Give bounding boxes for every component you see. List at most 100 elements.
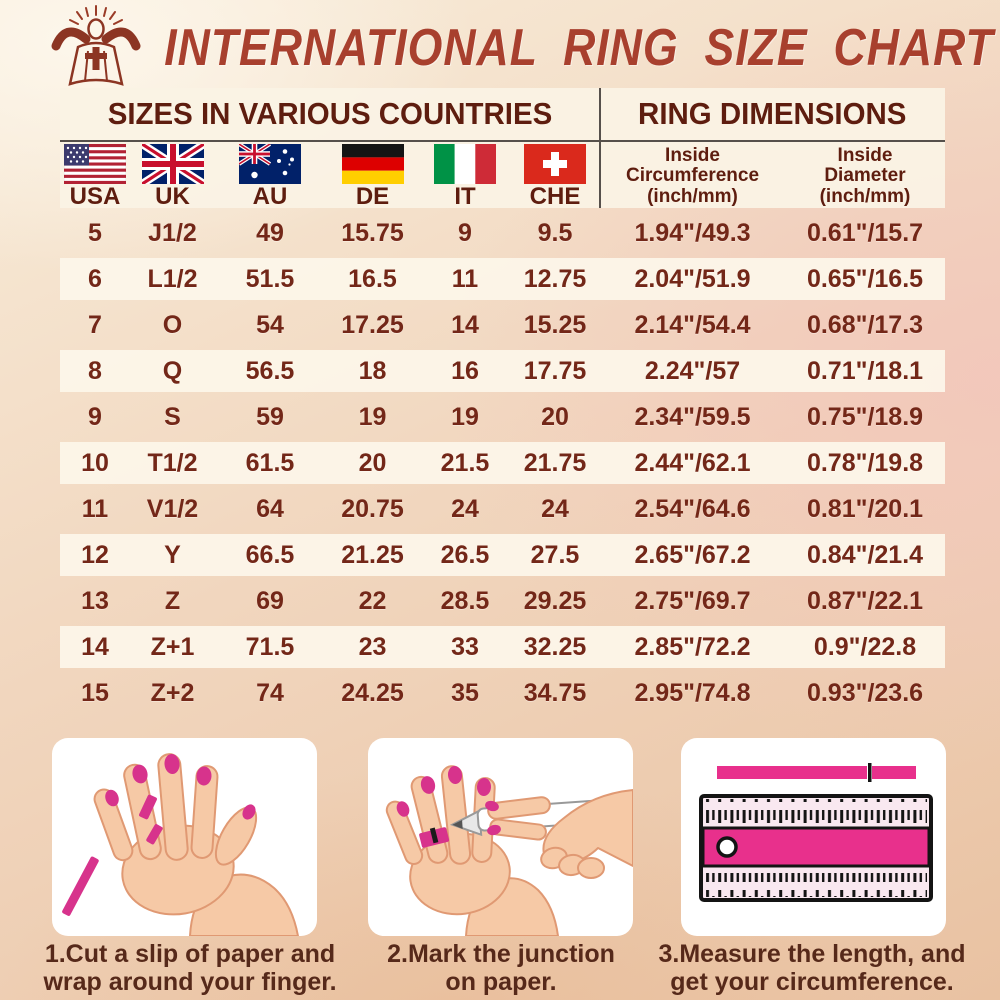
table-row: 7 O 54 17.25 14 15.25 2.14"/54.4 0.68"/17.3 [60, 304, 945, 346]
table-cell: V1/2 [146, 494, 199, 523]
table-cell: 32.25 [523, 632, 587, 661]
table-cell: 14 [81, 632, 109, 661]
table-row: 8 Q 56.5 18 16 17.75 2.24"/57 0.71"/18.1 [60, 350, 945, 392]
table-row: 6 L1/2 51.5 16.5 11 12.75 2.04"/51.9 0.65"/16.5 [60, 258, 945, 300]
column-de: DE [325, 144, 420, 209]
table-cell: 6 [88, 264, 102, 293]
instruction-caption-2: 2.Mark the junction on paper. [387, 940, 615, 996]
table-cell: 2.54"/64.6 [634, 494, 751, 523]
australia-flag-icon [239, 144, 301, 184]
instruction-panel-1 [52, 738, 317, 936]
table-cell: 13 [81, 586, 109, 615]
table-header: SIZES IN VARIOUS COUNTRIES RING DIMENSIO… [60, 88, 945, 210]
table-cell: 24.25 [341, 678, 404, 707]
table-cell: 9.5 [537, 218, 573, 247]
column-uk: UK [130, 144, 215, 209]
table-row: 12 Y 66.5 21.25 26.5 27.5 2.65"/67.2 0.84"/21.4 [60, 534, 945, 576]
country-code-uk: UK [155, 183, 190, 210]
table-cell: 2.24"/57 [644, 356, 741, 385]
country-code-usa: USA [69, 183, 121, 210]
table-cell: 17.75 [523, 356, 587, 385]
table-cell: 19 [451, 402, 479, 431]
table-row: 5 J1/2 49 15.75 9 9.5 1.94"/49.3 0.61"/15.7 [60, 212, 945, 254]
column-inside-circumference: Inside Circumference (inch/mm) [625, 144, 760, 207]
table-cell: Y [164, 540, 181, 569]
table-cell: T1/2 [147, 448, 198, 477]
table-cell: Z+2 [150, 678, 195, 707]
table-cell: 15 [81, 678, 109, 707]
country-code-it: IT [454, 183, 476, 210]
table-cell: 15.25 [523, 310, 587, 339]
usa-flag-icon [64, 144, 126, 184]
column-header-row: USA UK [60, 144, 945, 210]
table-cell: 29.25 [523, 586, 587, 615]
table-cell: 2.95"/74.8 [634, 678, 751, 707]
jesus-christ-logo-icon [34, 2, 158, 91]
table-cell: 54 [256, 310, 284, 339]
table-cell: 8 [88, 356, 102, 385]
table-cell: 26.5 [440, 540, 490, 569]
table-cell: 34.75 [523, 678, 587, 707]
header-vertical-divider [599, 88, 601, 208]
table-cell: 0.68"/17.3 [806, 310, 924, 339]
table-cell: 24 [541, 494, 569, 523]
table-cell: 19 [358, 402, 387, 431]
table-cell: 9 [88, 402, 102, 431]
table-row: 14 Z+1 71.5 23 33 32.25 2.85"/72.2 0.9"/22.8 [60, 626, 945, 668]
table-cell: 24 [451, 494, 479, 523]
mark-junction-illustration [368, 738, 633, 936]
table-cell: 0.87"/22.1 [806, 586, 924, 615]
table-cell: 22 [358, 586, 387, 615]
instruction-panel-2 [368, 738, 633, 936]
column-au: AU [215, 144, 325, 209]
table-cell: 12.75 [523, 264, 587, 293]
table-cell: 2.85"/72.2 [634, 632, 751, 661]
instruction-caption-3: 3.Measure the length, and get your circu… [658, 940, 966, 996]
table-cell: 16 [451, 356, 479, 385]
germany-flag-icon [341, 144, 404, 184]
table-cell: Z [164, 586, 181, 615]
table-cell: 51.5 [245, 264, 295, 293]
table-cell: 2.65"/67.2 [634, 540, 751, 569]
table-cell: J1/2 [148, 218, 197, 247]
table-cell: 14 [451, 310, 479, 339]
table-cell: 0.84"/21.4 [806, 540, 924, 569]
table-cell: 0.61"/15.7 [806, 218, 924, 247]
header-horizontal-divider [60, 140, 945, 142]
table-cell: 21.25 [341, 540, 404, 569]
table-cell: 23 [358, 632, 387, 661]
uk-flag-icon [141, 144, 204, 184]
table-cell: 0.75"/18.9 [806, 402, 924, 431]
table-row: 13 Z 69 22 28.5 29.25 2.75"/69.7 0.87"/22.1 [60, 580, 945, 622]
table-cell: 0.78"/19.8 [806, 448, 924, 477]
table-cell: Z+1 [150, 632, 195, 661]
poster-title: INTERNATIONAL RING SIZE CHART [164, 17, 994, 77]
hand-with-paper-strip-illustration [52, 738, 317, 936]
table-cell: 0.71"/18.1 [806, 356, 924, 385]
table-row: 9 S 59 19 19 20 2.34"/59.5 0.75"/18.9 [60, 396, 945, 438]
column-it: IT [420, 144, 510, 209]
table-cell: 5 [88, 218, 102, 247]
table-cell: 2.04"/51.9 [634, 264, 751, 293]
table-cell: 12 [81, 540, 109, 569]
country-code-che: CHE [529, 183, 581, 210]
table-cell: 59 [256, 402, 284, 431]
table-cell: 64 [256, 494, 284, 523]
table-row: 11 V1/2 64 20.75 24 24 2.54"/64.6 0.81"/20.1 [60, 488, 945, 530]
table-cell: 16.5 [348, 264, 397, 293]
table-cell: 20.75 [341, 494, 404, 523]
table-cell: 71.5 [245, 632, 295, 661]
table-cell: 9 [458, 218, 472, 247]
table-cell: 2.14"/54.4 [634, 310, 751, 339]
switzerland-flag-icon [524, 144, 586, 184]
size-table: SIZES IN VARIOUS COUNTRIES RING DIMENSIO… [60, 88, 945, 210]
table-cell: 15.75 [341, 218, 404, 247]
section-title-dimensions-text: RING DIMENSIONS [638, 96, 907, 131]
ruler-measure-illustration [681, 738, 946, 936]
table-cell: O [162, 310, 183, 339]
table-cell: 20 [541, 402, 569, 431]
column-inside-diameter: Inside Diameter (inch/mm) [819, 144, 911, 207]
section-title-countries-text: SIZES IN VARIOUS COUNTRIES [107, 96, 553, 131]
table-cell: 0.9"/22.8 [813, 632, 917, 661]
table-cell: 21.75 [523, 448, 587, 477]
